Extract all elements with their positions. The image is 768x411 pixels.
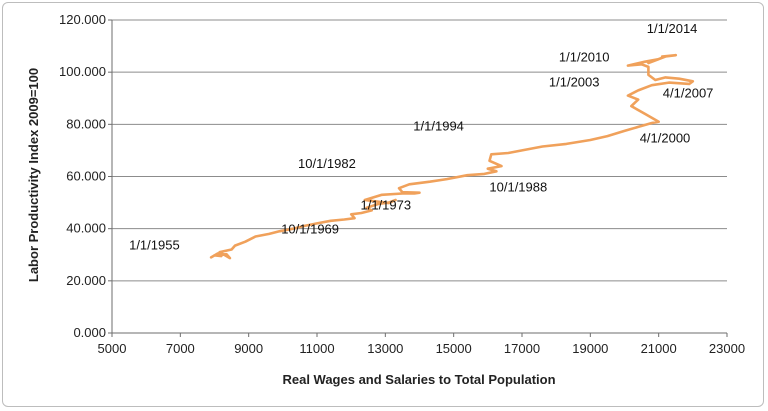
annotation-label: 10/1/1969 xyxy=(281,221,339,236)
y-axis-title: Labor Productivity Index 2009=100 xyxy=(26,68,41,282)
x-tick-label: 11000 xyxy=(299,341,334,356)
y-tick-label: 80.000 xyxy=(66,116,106,131)
x-tick-label: 9000 xyxy=(234,341,263,356)
x-tick-label: 5000 xyxy=(98,341,127,356)
x-tick-label: 7000 xyxy=(166,341,195,356)
y-tick-label: 60.000 xyxy=(66,169,106,184)
y-tick-label: 100.000 xyxy=(59,64,106,79)
annotation-label: 1/1/2014 xyxy=(647,21,698,36)
y-tick-label: 40.000 xyxy=(66,221,106,236)
annotation-label: 1/1/2010 xyxy=(559,50,610,65)
x-axis-title: Real Wages and Salaries to Total Populat… xyxy=(282,372,555,387)
annotation-label: 10/1/1988 xyxy=(489,179,547,194)
series-layer xyxy=(209,53,695,260)
series-line xyxy=(209,53,695,260)
annotation-label: 1/1/1994 xyxy=(413,118,464,133)
annotation-label: 10/1/1982 xyxy=(298,156,356,171)
x-tick-label: 15000 xyxy=(436,341,472,356)
annotation-label: 4/1/2000 xyxy=(640,131,691,146)
axes xyxy=(108,19,728,337)
y-tick-label: 0.000 xyxy=(73,325,106,340)
annotation-layer: 1/1/1955 10/1/1969 1/1/1973 10/1/1982 10/1/1… xyxy=(129,21,713,252)
grid-lines xyxy=(112,19,727,282)
x-tick-label: 23000 xyxy=(709,341,745,356)
x-tick-label: 21000 xyxy=(641,341,677,356)
y-tick-label: 20.000 xyxy=(66,273,106,288)
x-tick-label: 17000 xyxy=(504,341,540,356)
annotation-label: 1/1/1955 xyxy=(129,237,180,252)
annotation-label: 1/1/2003 xyxy=(549,75,600,90)
y-tick-label: 120.000 xyxy=(59,12,106,27)
x-tick-label: 13000 xyxy=(367,341,403,356)
x-tick-label: 19000 xyxy=(572,341,608,356)
annotation-label: 1/1/1973 xyxy=(361,198,412,213)
x-tick-labels: 5000 7000 9000 11000 13000 15000 17000 19000 210… xyxy=(98,341,746,356)
annotation-label: 4/1/2007 xyxy=(663,85,714,100)
y-tick-labels: 0.000 20.000 40.000 60.000 80.000 100.000 120.… xyxy=(59,12,106,340)
